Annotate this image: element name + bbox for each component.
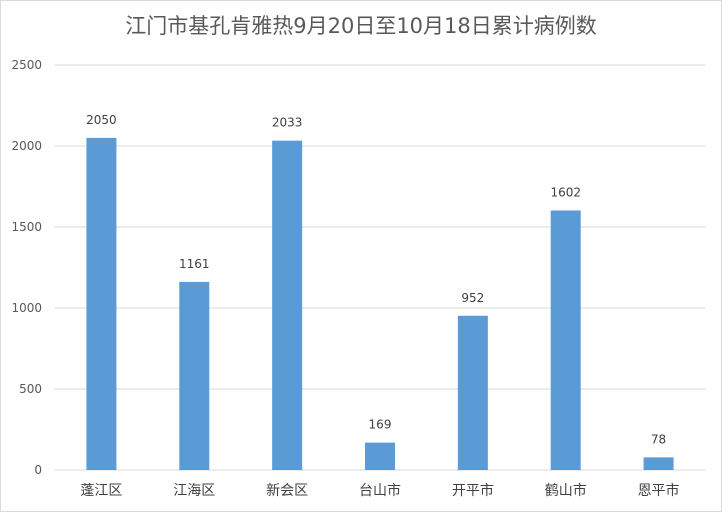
x-category-label: 恩平市 — [638, 482, 680, 499]
gridlines — [55, 64, 705, 471]
x-category-label: 鹤山市 — [545, 482, 587, 499]
data-label: 1602 — [550, 185, 581, 199]
x-category-label: 蓬江区 — [80, 483, 122, 499]
bar — [643, 457, 674, 470]
x-axis-categories: 蓬江区 江海区 新会区 台山市 开平市 鹤山市 恩平市 — [80, 482, 679, 499]
x-category-label: 江海区 — [173, 483, 215, 499]
data-label: 78 — [651, 432, 666, 446]
y-tick-label: 1000 — [11, 301, 42, 315]
x-category-label: 开平市 — [452, 482, 494, 499]
y-axis-ticks: 0 500 1000 1500 2000 2500 — [11, 58, 42, 477]
y-tick-label: 2500 — [11, 58, 42, 72]
data-labels: 2050 1161 2033 169 952 1602 78 — [86, 113, 666, 446]
bar — [86, 137, 117, 470]
bars — [86, 137, 674, 471]
data-label: 169 — [369, 418, 392, 432]
y-tick-label: 0 — [34, 463, 42, 477]
bar — [272, 140, 303, 471]
x-category-label: 台山市 — [359, 482, 401, 499]
y-tick-label: 500 — [19, 382, 42, 396]
bar — [457, 315, 488, 470]
y-tick-label: 1500 — [11, 220, 42, 234]
data-label: 952 — [461, 291, 484, 305]
bar — [179, 281, 210, 470]
bar — [365, 442, 395, 470]
y-tick-label: 2000 — [11, 139, 42, 153]
chart-title: 江门市基孔肯雅热9月20日至10月18日累计病例数 — [125, 14, 597, 38]
data-label: 1161 — [179, 257, 210, 271]
bar — [550, 210, 581, 470]
data-label: 2033 — [272, 116, 303, 130]
data-label: 2050 — [86, 113, 117, 127]
x-category-label: 新会区 — [266, 483, 308, 499]
